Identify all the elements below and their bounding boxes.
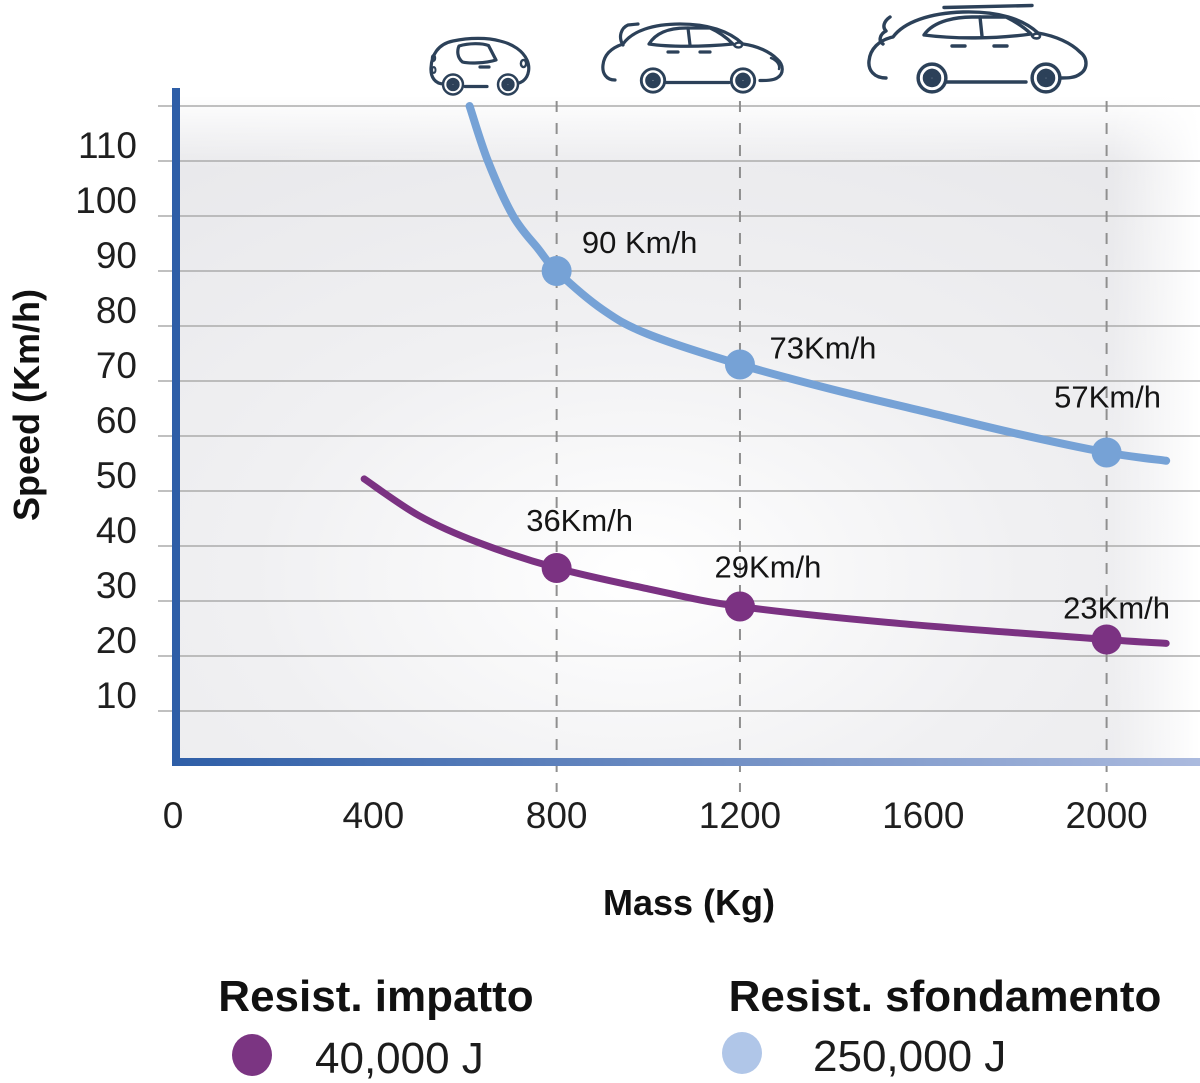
data-point-800kg-90kmh [541,256,572,286]
y-axis-line [172,88,180,766]
x-axis-line [172,758,1200,766]
resist-impatto-curve [360,475,1170,647]
y-tick-label-80: 80 [96,290,137,331]
sfondamento-legend-dot [722,1032,762,1074]
data-point-2000kg-23kmh [1091,624,1122,655]
x-tick-label-400: 400 [342,795,404,836]
plot-background [178,96,1200,762]
y-axis-title: Speed (Km/h) [6,288,47,522]
x-tick-label-800: 800 [526,795,588,836]
x-tick-label-1600: 1600 [882,795,964,836]
y-tick-label-40: 40 [96,510,137,551]
point-label-1200kg: 73Km/h [770,331,877,366]
y-tick-label-90: 90 [96,235,137,276]
x-tick-label-1200: 1200 [699,795,781,836]
y-tick-label-50: 50 [96,455,137,496]
legend: Resist. impatto Resist. sfondamento 40,0… [0,960,1200,1083]
plot-right-fade [1112,96,1200,762]
car-small-icon [429,36,531,96]
legend-impatto-label: Resist. impatto [218,972,534,1021]
point-label-2000kg: 23Km/h [1063,591,1170,626]
sfondamento-energy-value: 250,000 J [813,1032,1007,1081]
point-label-800kg: 90 Km/h [582,225,697,260]
car-large-icon [867,3,1088,97]
impatto-energy-value: 40,000 J [315,1034,484,1083]
point-label-800kg: 36Km/h [526,503,633,538]
y-tick-label-100: 100 [75,180,137,221]
y-tick-label-30: 30 [96,565,137,606]
resist-sfondamento-curve [465,102,1171,465]
x-tick-label-0: 0 [163,795,184,836]
data-point-1200kg-73kmh [724,349,755,380]
y-tick-label-20: 20 [96,620,137,661]
legend-sfondamento-label: Resist. sfondamento [728,972,1162,1021]
y-tick-label-70: 70 [96,345,137,386]
data-point-2000kg-57kmh [1091,437,1122,468]
x-tick-label-2000: 2000 [1065,795,1147,836]
data-point-800kg-36kmh [541,553,572,583]
y-tick-label-10: 10 [96,675,137,716]
impatto-legend-dot [232,1034,272,1076]
x-axis-title: Mass (Kg) [602,882,776,923]
plot-top-fade [178,96,1200,168]
point-label-1200kg: 29Km/h [715,550,822,585]
point-label-2000kg: 57Km/h [1054,380,1161,415]
data-point-1200kg-29kmh [724,591,755,622]
y-tick-label-110: 110 [78,125,137,166]
y-tick-label-60: 60 [96,400,137,441]
car-medium-icon [601,22,784,94]
